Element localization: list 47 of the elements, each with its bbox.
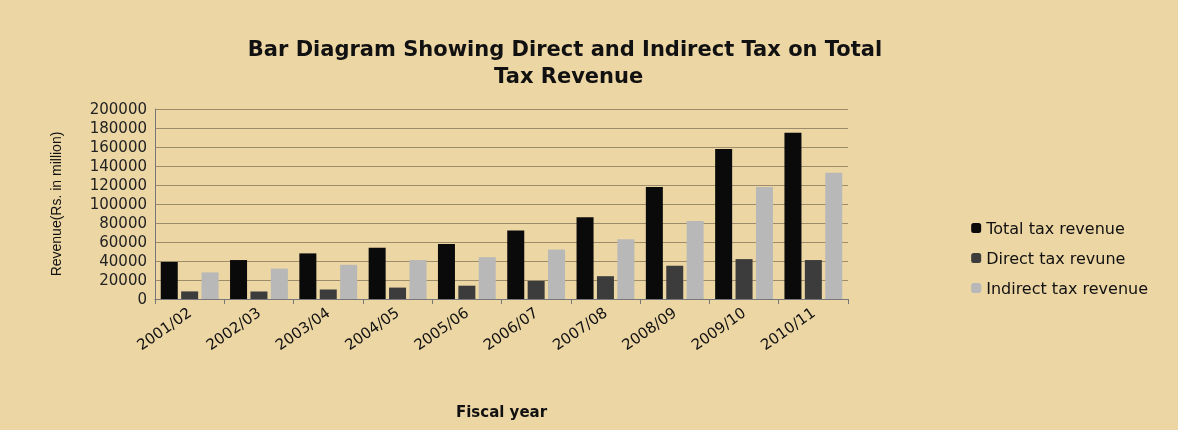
legend-label: Direct tax revune [986, 248, 1126, 268]
bar [825, 172, 843, 299]
bar [548, 249, 566, 299]
bar [686, 221, 704, 299]
legend-label: Total tax revenue [985, 218, 1125, 238]
y-tick-label: 200000 [89, 100, 147, 118]
y-tick-label: 40000 [99, 252, 147, 270]
y-tick-label: 140000 [89, 157, 147, 175]
bar [181, 291, 199, 299]
bar [507, 230, 525, 299]
bar [478, 257, 496, 299]
y-tick-label: 160000 [89, 138, 147, 156]
bar [389, 287, 407, 299]
y-tick-label: 0 [137, 290, 147, 308]
bar [527, 280, 545, 299]
y-tick-label: 20000 [99, 271, 147, 289]
y-tick-label: 80000 [99, 214, 147, 232]
bar [230, 260, 248, 299]
chart-title: Bar Diagram Showing Direct and Indirect Tax on Total Tax Revenue [247, 36, 883, 88]
y-tick-label: 100000 [89, 195, 147, 213]
legend-label: Indirect tax revenue [986, 278, 1148, 298]
y-axis-title: Revenue(Rs. in million) [48, 131, 64, 277]
bar [299, 253, 317, 299]
bar [576, 217, 594, 299]
bar [250, 291, 268, 299]
bar [784, 132, 802, 299]
y-tick-label: 60000 [99, 233, 147, 251]
bar [804, 260, 822, 299]
y-tick-label: 120000 [89, 176, 147, 194]
bar [617, 239, 635, 299]
bar [160, 261, 178, 299]
x-axis-title: Fiscal year [455, 402, 548, 421]
bar [666, 265, 684, 299]
y-tick-label: 180000 [89, 119, 147, 137]
bar [645, 186, 663, 299]
bar [735, 259, 753, 299]
bar [340, 264, 358, 299]
bar [755, 186, 773, 299]
bar [270, 268, 288, 299]
bar [596, 276, 614, 299]
bar [437, 243, 455, 299]
bar [201, 272, 219, 299]
bar [409, 260, 427, 299]
bar [715, 148, 733, 299]
bar [458, 285, 476, 299]
bar [319, 289, 337, 299]
bar [368, 247, 386, 299]
